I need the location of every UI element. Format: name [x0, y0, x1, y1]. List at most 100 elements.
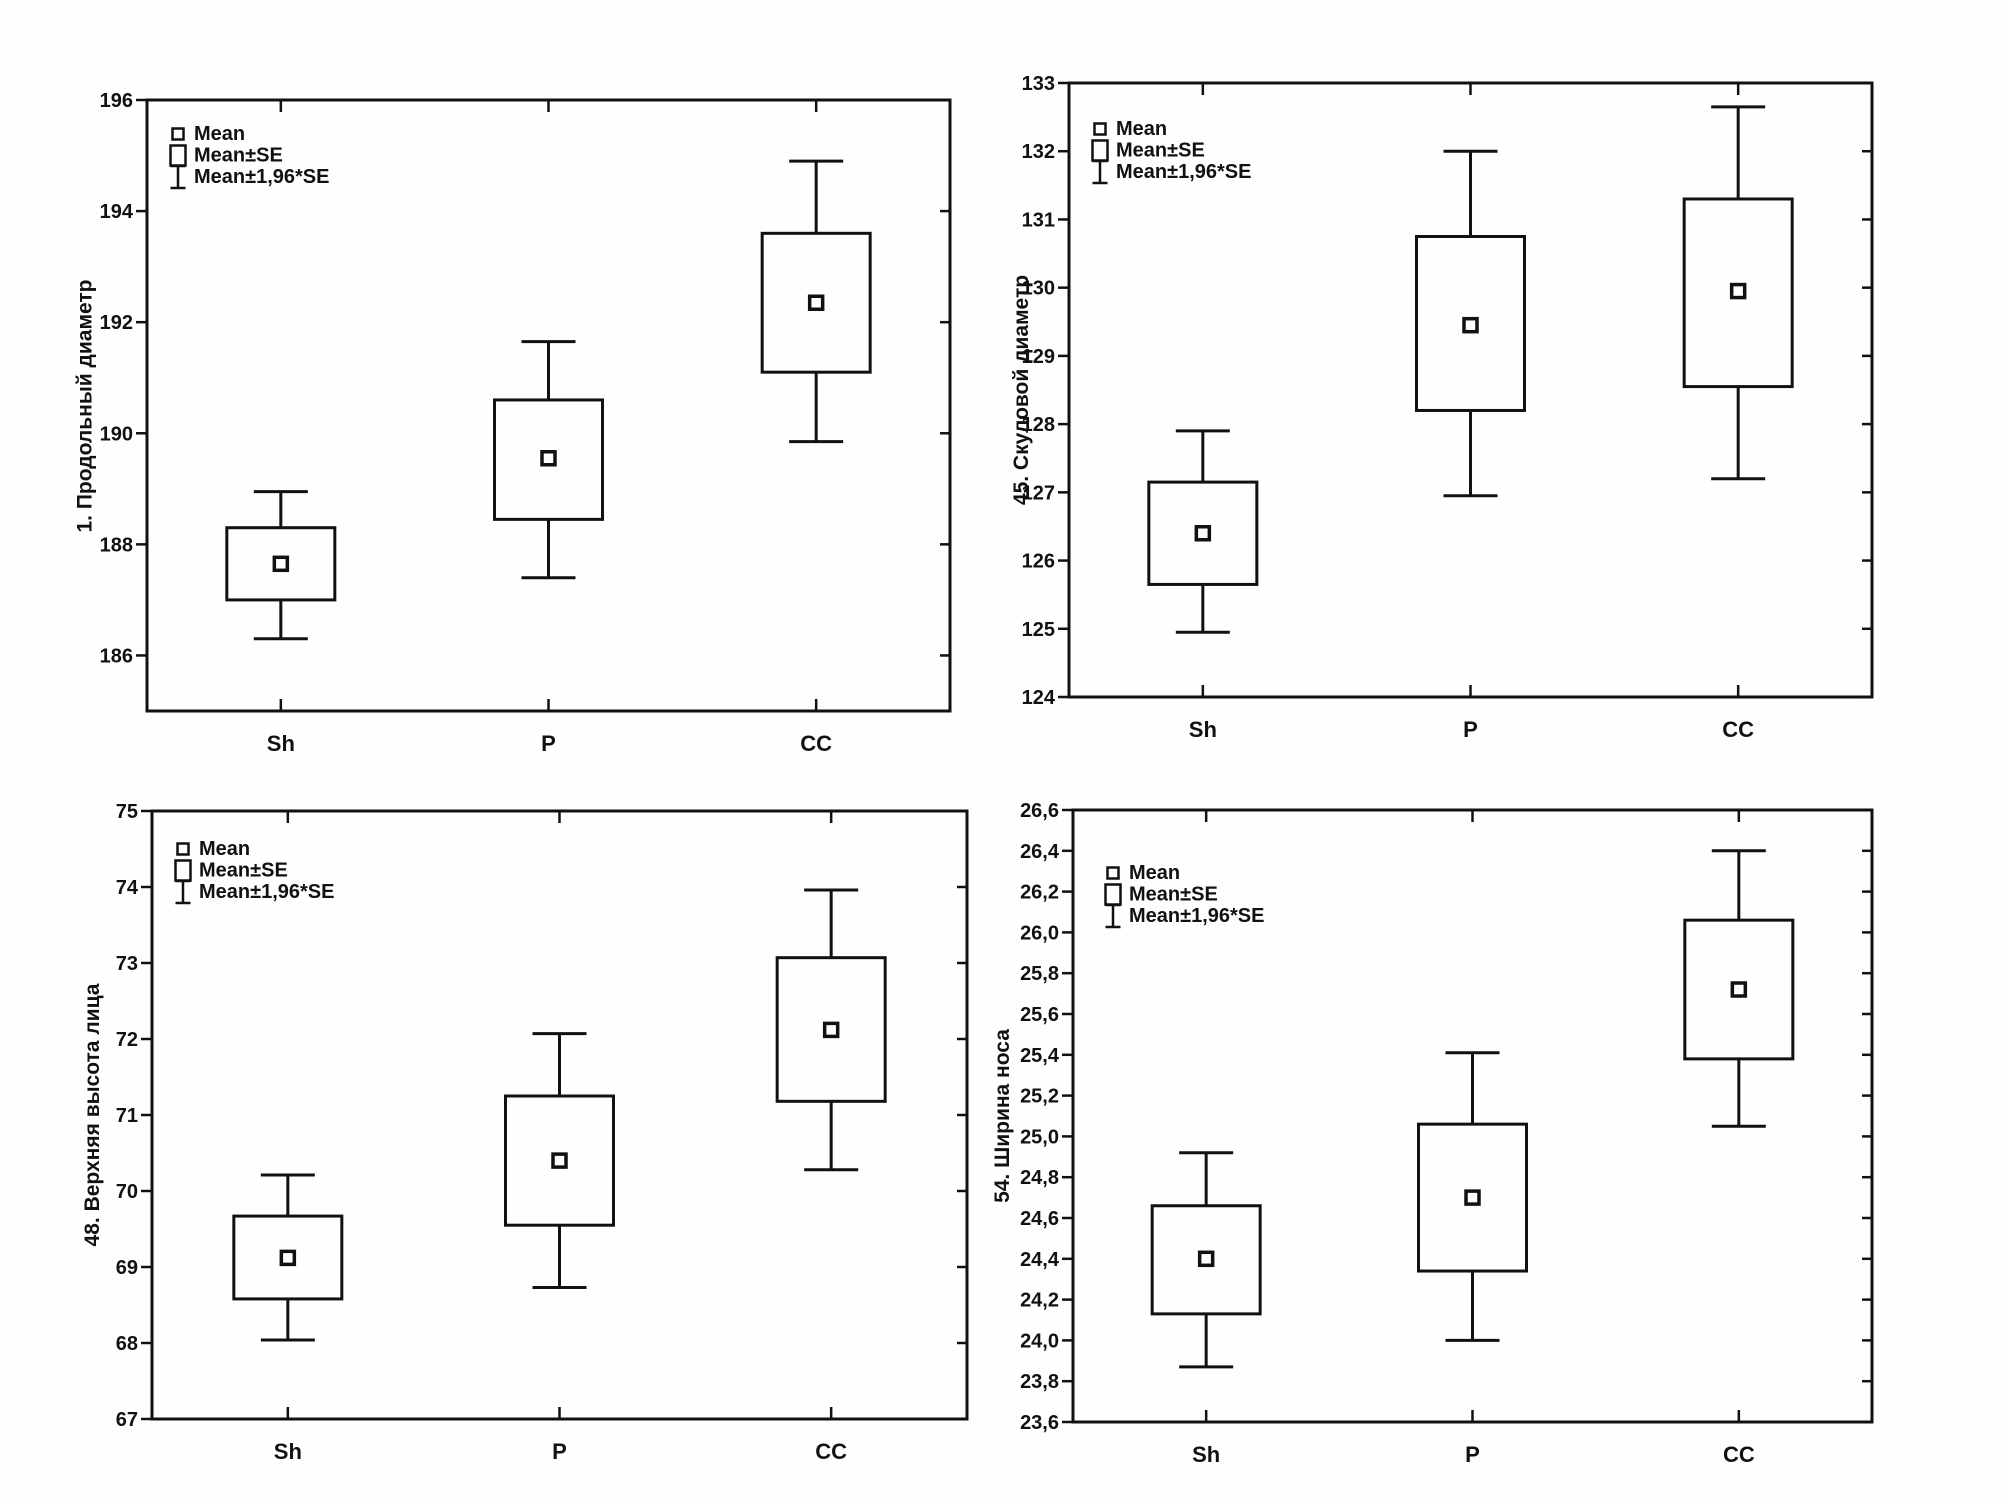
- y-tick-label: 24,0: [1020, 1330, 1059, 1352]
- mean-marker: [272, 555, 290, 573]
- y-tick-label: 196: [100, 90, 133, 112]
- mean-square-icon: [1093, 122, 1107, 136]
- category-label: Sh: [267, 731, 295, 756]
- mean-square-icon: [176, 842, 190, 856]
- y-tick-label: 188: [100, 534, 133, 556]
- legend-row: Mean±1,96*SE: [1092, 159, 1252, 185]
- y-tick-label: 24,8: [1020, 1167, 1059, 1189]
- y-tick-label: 129: [1022, 346, 1055, 368]
- y-tick-label: 75: [116, 801, 138, 823]
- y-tick-label: 124: [1022, 687, 1056, 709]
- category-label: P: [541, 731, 556, 756]
- y-tick-label: 25,2: [1020, 1086, 1059, 1108]
- y-tick-label: 194: [100, 201, 134, 223]
- category-label: CC: [1722, 717, 1754, 742]
- legend-row: Mean±SE: [174, 859, 288, 882]
- category-label: P: [552, 1439, 567, 1464]
- mean-marker: [1194, 525, 1212, 542]
- mean-marker: [822, 1021, 840, 1039]
- se-box-icon: [174, 859, 192, 882]
- se-box-icon: [1104, 883, 1122, 906]
- series-P: [504, 1032, 615, 1290]
- legend-label: Mean: [199, 838, 250, 860]
- y-tick-label: 125: [1022, 619, 1055, 641]
- mean-square-icon: [171, 127, 185, 141]
- y-axis-title-3: 48. Верхняя высота лица: [81, 983, 104, 1247]
- legend-row: Mean±SE: [169, 144, 283, 167]
- y-tick-label: 24,4: [1020, 1249, 1060, 1271]
- mean-marker: [540, 450, 557, 467]
- mean-marker: [1197, 1250, 1215, 1268]
- legend-row: Mean±1,96*SE: [170, 164, 330, 190]
- category-label: CC: [815, 1439, 847, 1464]
- category-label: P: [1465, 1442, 1480, 1467]
- y-tick-label: 26,6: [1020, 800, 1059, 822]
- y-axis-title-1: 1. Продольный диаметр: [73, 278, 96, 533]
- legend-label: Mean: [1129, 862, 1180, 884]
- series-Sh: [1150, 1151, 1262, 1369]
- y-tick-label: 132: [1022, 141, 1055, 163]
- se-box: [760, 231, 872, 374]
- y-tick-label: 69: [116, 1257, 138, 1279]
- y-tick-label: 192: [100, 312, 133, 334]
- boxplot-chart-1: 186 188 190 192 194 196 Sh P CC MeanMean±SEMean±1…: [100, 90, 952, 756]
- y-tick-label: 23,6: [1020, 1412, 1059, 1434]
- mean-marker: [1464, 1189, 1481, 1206]
- y-tick-label: 26,4: [1020, 841, 1060, 863]
- y-axis-title-2: 45. Скуловой диаметр: [1010, 274, 1033, 506]
- legend-label: Mean±SE: [1129, 884, 1218, 906]
- mean-marker: [279, 1249, 297, 1267]
- y-tick-label: 70: [116, 1181, 138, 1203]
- legend-row: Mean±SE: [1104, 883, 1218, 906]
- category-label: Sh: [1189, 717, 1217, 742]
- category-label: CC: [800, 731, 832, 756]
- y-tick-label: 131: [1022, 209, 1055, 231]
- category-label: Sh: [274, 1439, 302, 1464]
- y-tick-label: 24,6: [1020, 1208, 1059, 1230]
- legend-label: Mean±SE: [199, 860, 288, 882]
- ci-whisker-icon: [170, 164, 186, 190]
- mean-marker: [807, 294, 825, 311]
- y-tick-label: 130: [1022, 278, 1055, 300]
- legend-row: Mean±SE: [1091, 139, 1205, 162]
- boxplot-chart-3: 67 68 69 70 71 72 73 74 75 Sh P CC MeanMean±SEMean±1…: [116, 801, 969, 1464]
- mean-marker: [1729, 282, 1747, 300]
- boxplot-chart-4: 23,6 23,8 24,0 24,2 24,4 24,6 24,8 25,0 25,2 25,4…: [1020, 800, 1874, 1467]
- y-tick-label: 71: [116, 1105, 138, 1127]
- category-label: CC: [1723, 1442, 1755, 1467]
- y-tick-label: 26,2: [1020, 882, 1059, 904]
- se-box: [1682, 197, 1794, 389]
- legend-label: Mean: [1116, 118, 1167, 140]
- y-tick-label: 190: [100, 423, 133, 445]
- y-axis-title-4: 54. Ширина носа: [991, 1029, 1014, 1203]
- mean-square-icon: [1106, 866, 1120, 880]
- mean-marker: [1730, 981, 1748, 998]
- y-tick-label: 133: [1022, 73, 1055, 95]
- y-tick-label: 25,0: [1020, 1126, 1059, 1148]
- y-tick-label: 25,8: [1020, 963, 1059, 985]
- y-tick-label: 26,0: [1020, 922, 1059, 944]
- ci-whisker-icon: [1092, 159, 1108, 185]
- se-box: [1147, 480, 1259, 586]
- category-label: Sh: [1192, 1442, 1220, 1467]
- y-tick-label: 25,4: [1020, 1045, 1060, 1067]
- y-tick-label: 73: [116, 953, 138, 975]
- legend-label: Mean: [194, 123, 245, 145]
- y-tick-label: 128: [1022, 414, 1055, 436]
- series-CC: [760, 159, 872, 444]
- mean-marker: [1462, 316, 1479, 334]
- y-tick-label: 25,6: [1020, 1004, 1059, 1026]
- legend-row: Mean: [1093, 118, 1167, 140]
- y-tick-label: 74: [116, 877, 139, 899]
- legend-row: Mean±1,96*SE: [1105, 903, 1265, 929]
- legend-label: Mean±1,96*SE: [194, 166, 330, 188]
- series-Sh: [232, 1173, 344, 1342]
- series-Sh: [1147, 429, 1259, 634]
- mean-marker: [551, 1152, 568, 1169]
- legend-label: Mean±1,96*SE: [1116, 161, 1252, 183]
